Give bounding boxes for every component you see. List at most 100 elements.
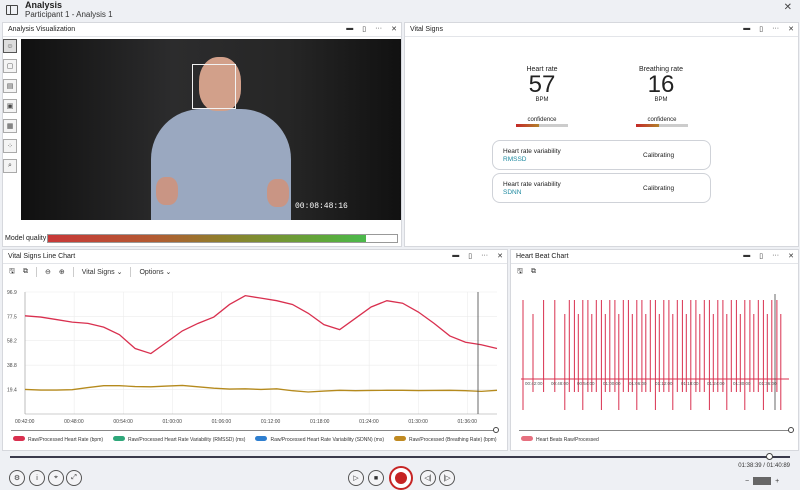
- legend-label: Raw/Processed (Breathing Rate) (bpm): [409, 437, 497, 443]
- heart-rate-metric: Heart rate 57 BPM: [512, 66, 572, 103]
- zoom-control[interactable]: − +: [745, 477, 779, 485]
- x-tick-label: 01:12:00: [655, 381, 673, 386]
- layers-tool-icon[interactable]: ▤: [3, 79, 17, 93]
- app-title: Analysis: [25, 0, 63, 10]
- zoom-in-icon[interactable]: ⊕: [58, 269, 65, 276]
- line-chart-panel: Vital Signs Line Chart ▬ ▯ ··· ✕ 🖫 ⧉ ⊖ ⊕…: [2, 249, 508, 451]
- x-tick-label: 00:42:00: [15, 419, 35, 425]
- settings-button[interactable]: ⚙: [9, 470, 25, 486]
- points-tool-icon[interactable]: ⁘: [3, 139, 17, 153]
- line-chart-legend: Raw/Processed Heart Rate (bpm) Raw/Proce…: [13, 436, 497, 443]
- split-icon[interactable]: ▯: [362, 26, 367, 33]
- face-tool-icon[interactable]: ☺: [3, 39, 17, 53]
- panel-title: Vital Signs: [410, 26, 443, 33]
- mesh-tool-icon[interactable]: ▦: [3, 119, 17, 133]
- line-chart-scroll-handle[interactable]: [493, 427, 499, 433]
- video-frame[interactable]: 00:08:48:16: [21, 39, 401, 220]
- record-button[interactable]: [389, 466, 413, 490]
- heart-rate-label: Heart rate: [526, 66, 558, 73]
- close-icon[interactable]: ✕: [391, 26, 397, 33]
- pin-button[interactable]: ⌖: [48, 470, 64, 486]
- close-icon[interactable]: ✕: [497, 253, 503, 260]
- more-icon[interactable]: ···: [481, 252, 489, 259]
- minimize-icon[interactable]: ▬: [743, 252, 751, 259]
- video-timecode: 00:08:48:16: [295, 202, 348, 211]
- panel-header: Vital Signs ▬ ▯ ··· ✕: [405, 23, 798, 37]
- vital-signs-menu[interactable]: Vital Signs ⌄: [81, 269, 123, 276]
- vital-signs-menu-label: Vital Signs: [81, 269, 115, 276]
- beat-chart-plot[interactable]: 00:42:00 00:48:00 00:54:00 01:00:00 01:06:00…: [513, 286, 795, 426]
- split-icon[interactable]: ▯: [759, 26, 764, 33]
- divider: [72, 267, 74, 277]
- copy-icon[interactable]: ⧉: [22, 268, 28, 275]
- zoom-out-icon[interactable]: ⊖: [44, 269, 51, 276]
- play-button[interactable]: ▷: [348, 470, 364, 486]
- legend-heart-rate[interactable]: Raw/Processed Heart Rate (bpm): [13, 436, 103, 443]
- playback-time: 01:38:39 / 01:40:89: [738, 463, 790, 469]
- minimize-icon[interactable]: ▬: [346, 25, 354, 32]
- minimize-icon[interactable]: ▬: [452, 252, 460, 259]
- hrv-metric: SDNN: [503, 189, 522, 196]
- playback-progress[interactable]: [10, 456, 790, 458]
- line-chart-scrollbar[interactable]: [11, 430, 495, 431]
- title-bar: Analysis Participant 1 - Analysis 1 ✕: [0, 0, 800, 22]
- split-icon[interactable]: ▯: [759, 253, 764, 260]
- fit-button[interactable]: ⤢: [66, 470, 82, 486]
- panel-header: Analysis Visualization ▬ ▯ ··· ✕: [3, 23, 401, 37]
- x-tick-label: 01:18:00: [681, 381, 699, 386]
- divider: [130, 267, 132, 277]
- x-tick-label: 01:30:00: [408, 419, 428, 425]
- face-detection-box: [192, 64, 236, 109]
- zoom-in-icon[interactable]: +: [775, 477, 780, 485]
- sidebar-toggle-icon[interactable]: [6, 5, 18, 15]
- x-tick-label: 01:00:00: [163, 419, 183, 425]
- close-icon[interactable]: ✕: [788, 26, 794, 33]
- y-tick-label: 19.4: [7, 388, 17, 394]
- confidence-label: confidence: [527, 117, 557, 123]
- legend-heart-beats[interactable]: Heart Beats Raw/Processed: [521, 436, 599, 443]
- more-icon[interactable]: ···: [772, 25, 780, 32]
- mask-tool-icon[interactable]: ▣: [3, 99, 17, 113]
- zoom-out-icon[interactable]: −: [745, 477, 750, 485]
- step-back-button[interactable]: ◁|: [420, 470, 436, 486]
- panel-header: Vital Signs Line Chart ▬ ▯ ··· ✕: [3, 250, 507, 264]
- x-tick-label: 01:36:00: [458, 419, 478, 425]
- minimize-icon[interactable]: ▬: [743, 25, 751, 32]
- more-icon[interactable]: ···: [772, 252, 780, 259]
- x-tick-label: 01:18:00: [310, 419, 330, 425]
- breathing-rate-metric: Breathing rate 16 BPM: [631, 66, 691, 103]
- legend-label: Raw/Processed Heart Rate (bpm): [28, 437, 104, 443]
- options-menu[interactable]: Options ⌄: [139, 269, 172, 276]
- legend-rmssd[interactable]: Raw/Processed Heart Rate Variability (RM…: [113, 436, 245, 443]
- zoom-tool-icon[interactable]: ⌕: [3, 159, 17, 173]
- copy-icon[interactable]: ⧉: [530, 268, 536, 275]
- legend-breathing-rate[interactable]: Raw/Processed (Breathing Rate) (bpm): [394, 436, 497, 443]
- hrv-status: Calibrating: [643, 152, 675, 159]
- playback-progress-handle[interactable]: [766, 453, 773, 460]
- frame-tool-icon[interactable]: ▢: [3, 59, 17, 73]
- hrv-rmssd-card[interactable]: Heart rate variability RMSSD Calibrating: [492, 140, 711, 170]
- more-icon[interactable]: ···: [375, 25, 383, 32]
- zoom-level: [753, 477, 772, 485]
- hrv-sdnn-card[interactable]: Heart rate variability SDNN Calibrating: [492, 173, 711, 203]
- panel-title: Heart Beat Chart: [516, 253, 569, 260]
- split-icon[interactable]: ▯: [468, 253, 473, 260]
- record-icon: [395, 472, 407, 484]
- breathing-rate-unit: BPM: [654, 97, 668, 103]
- stop-button[interactable]: ■: [368, 470, 384, 486]
- participant-right-hand: [267, 179, 289, 207]
- line-chart-plot[interactable]: 96.9 77.5 58.2 38.8 19.4 00:42:00 00:48:00 00:5…: [5, 286, 505, 426]
- step-forward-button[interactable]: |▷: [439, 470, 455, 486]
- vital-signs-panel: Vital Signs ▬ ▯ ··· ✕: [404, 22, 799, 247]
- save-icon[interactable]: 🖫: [9, 267, 15, 275]
- heart-rate-confidence: confidence: [516, 117, 568, 127]
- confidence-label: confidence: [647, 117, 677, 123]
- beat-chart-scroll-handle[interactable]: [788, 427, 794, 433]
- save-icon[interactable]: 🖫: [517, 267, 523, 275]
- close-icon[interactable]: ✕: [788, 253, 794, 260]
- legend-sdnn[interactable]: Raw/Processed Heart Rate Variability (SD…: [255, 436, 384, 443]
- beat-chart-scrollbar[interactable]: [519, 430, 791, 431]
- info-button[interactable]: i: [29, 470, 45, 486]
- x-tick-label: 01:06:00: [629, 381, 647, 386]
- close-icon[interactable]: ✕: [783, 2, 792, 13]
